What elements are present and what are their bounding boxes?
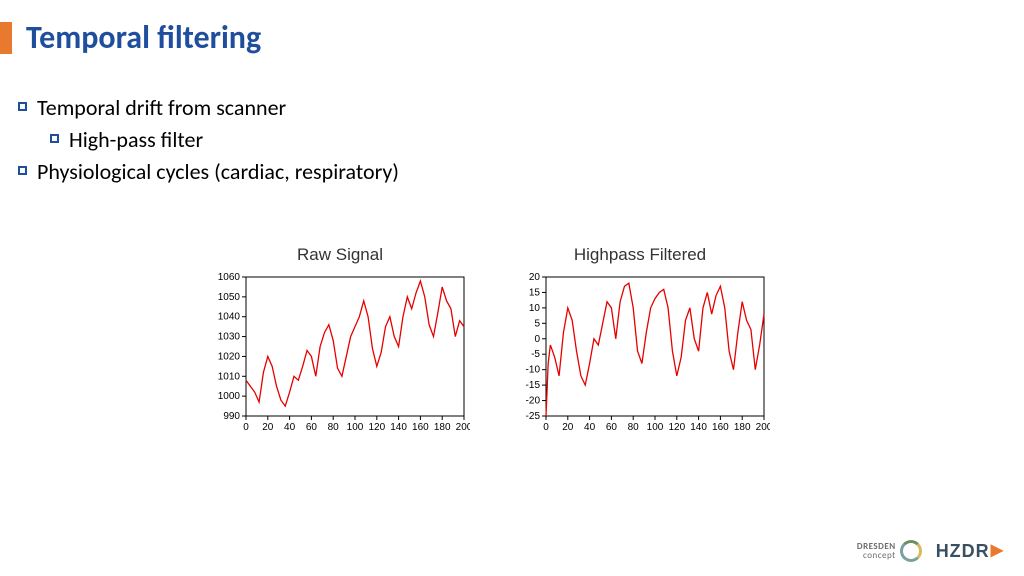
chart-title: Highpass Filtered <box>510 245 770 265</box>
bullet-icon <box>18 166 27 175</box>
svg-text:20: 20 <box>562 422 574 433</box>
svg-text:20: 20 <box>529 272 541 283</box>
svg-text:180: 180 <box>434 422 451 433</box>
bullet-icon <box>18 102 27 111</box>
bullet-text: High-pass filter <box>69 124 203 156</box>
svg-text:0: 0 <box>534 334 540 345</box>
svg-text:40: 40 <box>284 422 296 433</box>
svg-text:20: 20 <box>262 422 274 433</box>
svg-text:990: 990 <box>223 411 240 422</box>
dresden-text: DRESDEN concept <box>857 542 896 560</box>
svg-text:80: 80 <box>628 422 640 433</box>
svg-text:0: 0 <box>543 422 549 433</box>
svg-text:200: 200 <box>456 422 470 433</box>
svg-text:40: 40 <box>584 422 596 433</box>
dresden-logo: DRESDEN concept <box>857 540 922 562</box>
svg-text:140: 140 <box>690 422 707 433</box>
svg-text:1030: 1030 <box>218 332 241 343</box>
svg-text:-10: -10 <box>526 365 541 376</box>
svg-text:1060: 1060 <box>218 272 241 283</box>
svg-text:-5: -5 <box>531 349 540 360</box>
chart-filtered-block: Highpass Filtered -25 -20 -15 -10 -5 0 5 10 15 20… <box>510 245 770 441</box>
svg-text:1040: 1040 <box>218 312 241 323</box>
svg-text:1000: 1000 <box>218 391 241 402</box>
svg-text:100: 100 <box>647 422 664 433</box>
ring-icon <box>900 540 922 562</box>
bullet-text: Temporal drift from scanner <box>37 92 286 124</box>
bullet-icon <box>50 134 59 143</box>
slide-title: Temporal filtering <box>26 18 261 57</box>
svg-text:15: 15 <box>529 287 541 298</box>
svg-text:80: 80 <box>328 422 340 433</box>
footer-logos: DRESDEN concept HZDR ▶ <box>857 540 1004 562</box>
svg-text:160: 160 <box>412 422 429 433</box>
svg-text:120: 120 <box>668 422 685 433</box>
svg-text:-20: -20 <box>526 396 541 407</box>
svg-text:-15: -15 <box>526 380 541 391</box>
chart-title: Raw Signal <box>210 245 470 265</box>
charts-row: Raw Signal 99010001010102010301040105010… <box>210 245 770 441</box>
accent-bar <box>0 22 12 54</box>
bullet-item: Temporal drift from scanner <box>18 92 399 124</box>
bullet-list: Temporal drift from scanner High-pass fi… <box>18 92 399 188</box>
svg-text:200: 200 <box>756 422 770 433</box>
svg-text:0: 0 <box>243 422 249 433</box>
svg-text:160: 160 <box>712 422 729 433</box>
chart-raw-block: Raw Signal 99010001010102010301040105010… <box>210 245 470 441</box>
svg-text:60: 60 <box>606 422 618 433</box>
dresden-bottom: concept <box>857 551 896 560</box>
svg-text:5: 5 <box>534 318 540 329</box>
bullet-subitem: High-pass filter <box>18 124 399 156</box>
svg-text:1010: 1010 <box>218 371 241 382</box>
svg-text:1020: 1020 <box>218 351 241 362</box>
hzdr-logo: HZDR ▶ <box>936 541 1004 562</box>
svg-text:1050: 1050 <box>218 292 241 303</box>
hzdr-text: HZDR <box>936 541 990 562</box>
svg-text:60: 60 <box>306 422 318 433</box>
svg-text:100: 100 <box>347 422 364 433</box>
chart-raw: 990 1000 1010 1020 1030 1040 1050 1060 0 20 40 60 80… <box>210 271 470 436</box>
chart-filtered: -25-20-15-10-505101520020406080100120140… <box>510 271 770 436</box>
svg-text:140: 140 <box>390 422 407 433</box>
arrow-icon: ▶ <box>991 540 1004 560</box>
bullet-item: Physiological cycles (cardiac, respirato… <box>18 156 399 188</box>
svg-text:120: 120 <box>368 422 385 433</box>
svg-text:-25: -25 <box>526 411 541 422</box>
svg-text:10: 10 <box>529 303 541 314</box>
bullet-text: Physiological cycles (cardiac, respirato… <box>37 156 399 188</box>
svg-text:180: 180 <box>734 422 751 433</box>
